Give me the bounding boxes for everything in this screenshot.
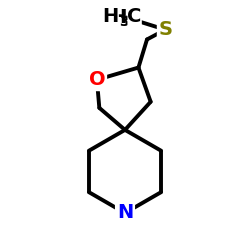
Text: H: H bbox=[110, 8, 126, 27]
Text: 3: 3 bbox=[119, 15, 128, 29]
Text: C: C bbox=[128, 7, 142, 26]
Text: N: N bbox=[117, 204, 133, 223]
Text: O: O bbox=[88, 70, 105, 89]
Text: S: S bbox=[158, 20, 172, 39]
Text: H: H bbox=[110, 8, 126, 27]
Text: H: H bbox=[103, 7, 119, 26]
